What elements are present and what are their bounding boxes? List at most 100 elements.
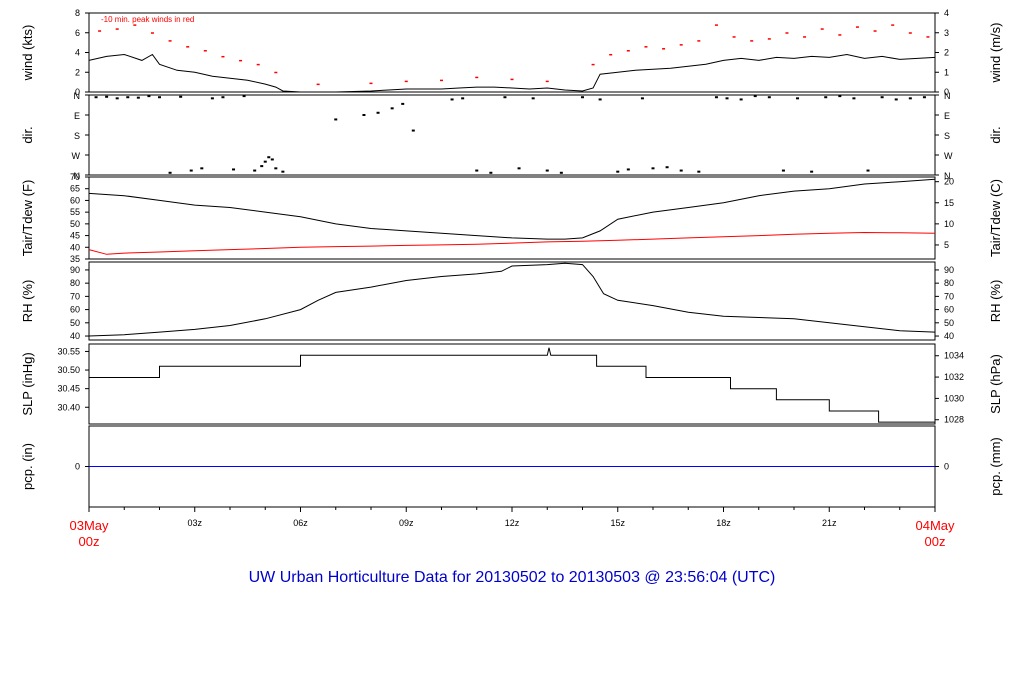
dir-ytick-label: N	[74, 91, 81, 101]
time-start-label: 03May	[69, 518, 109, 533]
dir-point	[598, 98, 602, 101]
dir-point	[810, 170, 814, 173]
wind-peak-point	[274, 71, 278, 74]
rh-ytick-label: 80	[70, 278, 80, 288]
dir-point	[697, 170, 701, 173]
dir-ytick-label-right: W	[944, 151, 953, 161]
dir-point	[221, 96, 225, 99]
temp-ytick-label: 45	[70, 231, 80, 241]
wind-ytick-label: 4	[75, 48, 80, 58]
rh-panel: 40 50 60 70 80 90 40 50 60 70 80 90 RH (%) RH (%)	[20, 261, 1003, 341]
dir-point	[725, 97, 729, 100]
wind-peak-point	[115, 28, 119, 30]
slp-ytick-label: 30.40	[57, 402, 80, 412]
time-tick-label: 15z	[610, 518, 625, 528]
temp-ylabel-right: Tair/Tdew (C)	[988, 179, 1003, 257]
wind-ytick-label: 2	[75, 67, 80, 77]
dir-point	[126, 96, 130, 99]
dir-point	[242, 95, 246, 98]
dir-point	[503, 96, 507, 99]
temp-air-line	[88, 178, 936, 240]
wind-annotation: -10 min. peak winds in red	[101, 15, 194, 24]
dir-point	[559, 171, 563, 174]
wind-peak-point	[168, 40, 172, 42]
wind-peak-point	[221, 55, 225, 58]
temp-ylabel: Tair/Tdew (F)	[20, 180, 35, 257]
rh-ytick-label: 70	[70, 291, 80, 301]
temp-ytick-label: 65	[70, 184, 80, 194]
slp-ytick-label: 30.50	[57, 365, 80, 375]
dir-point	[796, 97, 800, 100]
dir-ytick-label-right: N	[944, 91, 951, 101]
rh-ytick-label-right: 80	[944, 278, 954, 288]
dir-point	[922, 96, 926, 99]
temp-ytick-label-right: 15	[944, 198, 954, 208]
rh-ytick-label-right: 40	[944, 331, 954, 341]
temp-ytick-label-right: 20	[944, 177, 954, 187]
time-tick-label: 03z	[187, 518, 202, 528]
wind-peak-point	[732, 36, 736, 38]
wind-peak-point	[750, 40, 754, 42]
dir-point	[270, 158, 274, 161]
wind-peak-point	[150, 32, 154, 34]
slp-ytick-label-right: 1030	[944, 393, 964, 403]
temp-ytick-label: 40	[70, 242, 80, 252]
wind-peak-point	[369, 82, 373, 85]
wind-peak-point	[475, 76, 479, 79]
dir-point	[147, 95, 151, 98]
wind-peak-point	[908, 32, 912, 34]
slp-ylabel: SLP (inHg)	[20, 352, 35, 415]
wind-peak-point	[133, 24, 137, 26]
temp-ytick-label-right: 5	[944, 240, 949, 250]
pcp-ylabel-right: pcp. (mm)	[988, 437, 1003, 496]
wind-peak-point	[785, 32, 789, 34]
dir-point	[679, 169, 683, 172]
dir-point	[475, 169, 479, 172]
wind-peak-point	[679, 44, 683, 46]
dir-point	[626, 168, 630, 171]
rh-ytick-label-right: 50	[944, 318, 954, 328]
time-tick-label: 21z	[822, 518, 837, 528]
wind-ytick-label: 8	[75, 8, 80, 18]
time-tick-label: 06z	[293, 518, 308, 528]
time-end-label: 04May	[915, 518, 955, 533]
dir-ytick-label-right: N	[944, 171, 951, 181]
wind-peak-point	[545, 80, 549, 83]
dir-point	[894, 98, 898, 101]
wind-peak-point	[891, 24, 895, 26]
temp-ytick-label-right: 10	[944, 219, 954, 229]
wind-peak-point	[626, 50, 630, 52]
temp-ytick-label: 35	[70, 254, 80, 264]
wind-ytick-label-right: 2	[944, 48, 949, 58]
slp-ytick-label-right: 1034	[944, 351, 964, 361]
wind-peak-point	[697, 40, 701, 42]
time-tick-label: 18z	[716, 518, 731, 528]
dir-point	[179, 95, 183, 98]
rh-frame	[88, 261, 936, 341]
dir-point	[581, 96, 584, 99]
wind-peak-point	[873, 30, 877, 32]
rh-ytick-label: 90	[70, 265, 80, 275]
dir-point	[714, 96, 718, 99]
wind-peak-point	[98, 30, 102, 32]
dir-point	[781, 169, 785, 172]
dir-point	[640, 97, 644, 100]
temp-ytick-label: 70	[70, 172, 80, 182]
dir-ytick-label: E	[74, 111, 80, 121]
dir-ytick-label: N	[74, 171, 81, 181]
wind-ytick-label: 0	[75, 87, 80, 97]
temp-ytick-label: 55	[70, 207, 80, 217]
dir-point	[263, 160, 267, 163]
dir-ylabel: dir.	[20, 126, 35, 143]
rh-ytick-label-right: 70	[944, 291, 954, 301]
wind-peak-point	[239, 59, 243, 62]
dir-point	[189, 169, 193, 172]
dir-point	[94, 96, 98, 99]
dir-point	[401, 102, 405, 105]
dir-point	[168, 171, 172, 174]
wind-ylabel-right: wind (m/s)	[988, 23, 1003, 84]
